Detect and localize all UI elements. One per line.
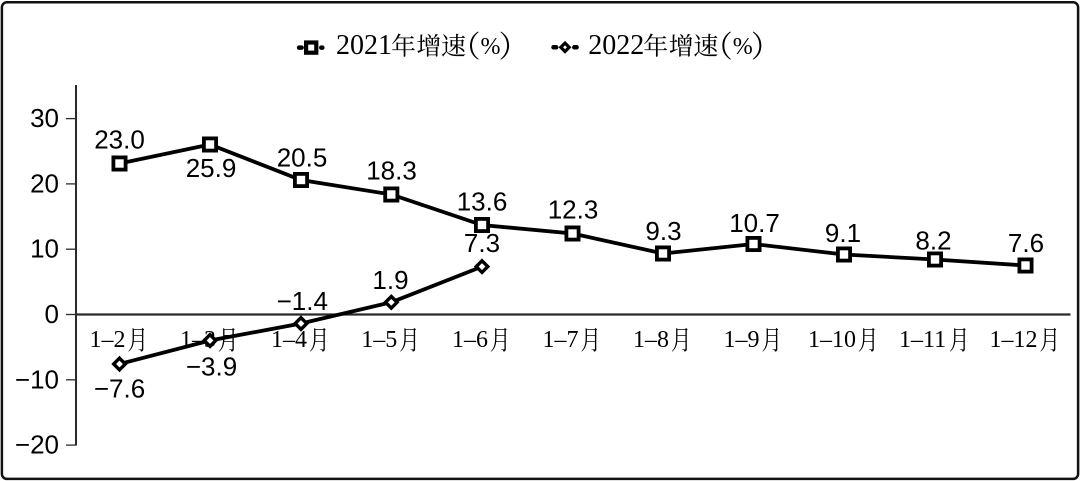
svg-text:20.5: 20.5 xyxy=(277,143,328,173)
svg-text:25.9: 25.9 xyxy=(186,153,237,183)
svg-text:10: 10 xyxy=(30,234,59,264)
svg-text:7.6: 7.6 xyxy=(1008,228,1044,258)
svg-text:1–9: 1–9 xyxy=(724,327,760,353)
svg-text:1–5: 1–5 xyxy=(361,327,397,353)
svg-text:−3.9: −3.9 xyxy=(186,352,237,382)
svg-text:0: 0 xyxy=(45,299,59,329)
svg-text:1–12: 1–12 xyxy=(990,327,1038,353)
svg-text:1–10: 1–10 xyxy=(808,327,856,353)
svg-text:−1.4: −1.4 xyxy=(277,286,328,316)
svg-text:−10: −10 xyxy=(15,364,59,394)
svg-text:20: 20 xyxy=(30,168,59,198)
svg-text:18.3: 18.3 xyxy=(366,156,417,186)
svg-text:1–2: 1–2 xyxy=(90,327,126,353)
svg-text:2022: 2022 xyxy=(588,30,644,61)
svg-text:8.2: 8.2 xyxy=(915,225,951,255)
svg-text:30: 30 xyxy=(30,103,59,133)
svg-text:12.3: 12.3 xyxy=(548,195,599,225)
svg-text:%: % xyxy=(481,34,501,60)
svg-text:%: % xyxy=(733,34,753,60)
svg-text:1–6: 1–6 xyxy=(452,327,488,353)
svg-text:9.3: 9.3 xyxy=(645,216,681,246)
svg-text:1.9: 1.9 xyxy=(372,265,408,295)
svg-text:1–7: 1–7 xyxy=(543,327,579,353)
svg-text:9.1: 9.1 xyxy=(825,218,861,248)
svg-text:2021: 2021 xyxy=(336,30,392,61)
svg-text:1–11: 1–11 xyxy=(899,327,946,353)
svg-text:−20: −20 xyxy=(15,430,59,460)
svg-text:23.0: 23.0 xyxy=(94,125,145,155)
svg-text:1–8: 1–8 xyxy=(633,327,669,353)
svg-text:13.6: 13.6 xyxy=(457,187,508,217)
svg-text:10.7: 10.7 xyxy=(729,208,780,238)
svg-text:7.3: 7.3 xyxy=(464,228,500,258)
svg-text:−7.6: −7.6 xyxy=(94,374,145,404)
